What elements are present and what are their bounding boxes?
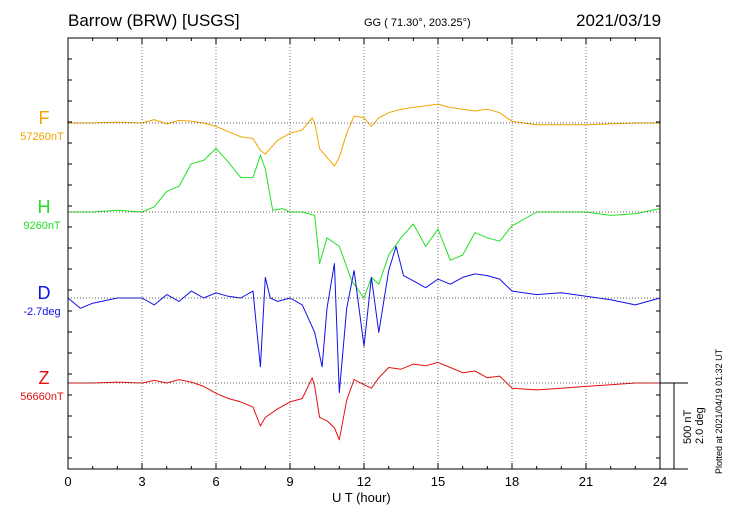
baseline-value-Z: 56660nT (20, 391, 64, 403)
x-tick-label-24: 24 (652, 474, 668, 489)
tick-group (67, 37, 661, 469)
baseline-value-F: 57260nT (20, 131, 64, 143)
trace-F (68, 103, 660, 167)
x-tick-label-9: 9 (286, 474, 294, 489)
trace-group (67, 103, 661, 441)
x-tick-label-3: 3 (138, 474, 146, 489)
grid-lines (141, 38, 587, 469)
component-label-D: D (37, 283, 51, 303)
x-tick-label-15: 15 (430, 474, 446, 489)
plotted-timestamp: Plotted at 2021/04/19 01:32 UT (714, 348, 724, 474)
component-label-F: F (38, 108, 50, 128)
x-tick-label-21: 21 (578, 474, 594, 489)
baseline-value-H: 9260nT (23, 220, 61, 232)
x-tick-label-12: 12 (356, 474, 372, 489)
station-title: Barrow (BRW) [USGS] (68, 11, 240, 30)
trace-Z (68, 361, 660, 441)
x-axis-title: U T (hour) (332, 490, 391, 505)
component-label-Z: Z (38, 368, 50, 388)
x-tick-label-6: 6 (212, 474, 220, 489)
scale-deg-label: 2.0 deg (694, 407, 706, 444)
baseline-value-D: -2.7deg (23, 306, 61, 318)
coordinates-label: GG ( 71.30°, 203.25°) (364, 17, 471, 29)
x-tick-label-18: 18 (504, 474, 520, 489)
date-label: 2021/03/19 (576, 11, 662, 30)
trace-D (67, 245, 661, 394)
x-tick-label-0: 0 (64, 474, 72, 489)
trace-H (68, 147, 661, 299)
scale-nt-label: 500 nT (682, 409, 694, 444)
component-label-H: H (37, 197, 51, 217)
